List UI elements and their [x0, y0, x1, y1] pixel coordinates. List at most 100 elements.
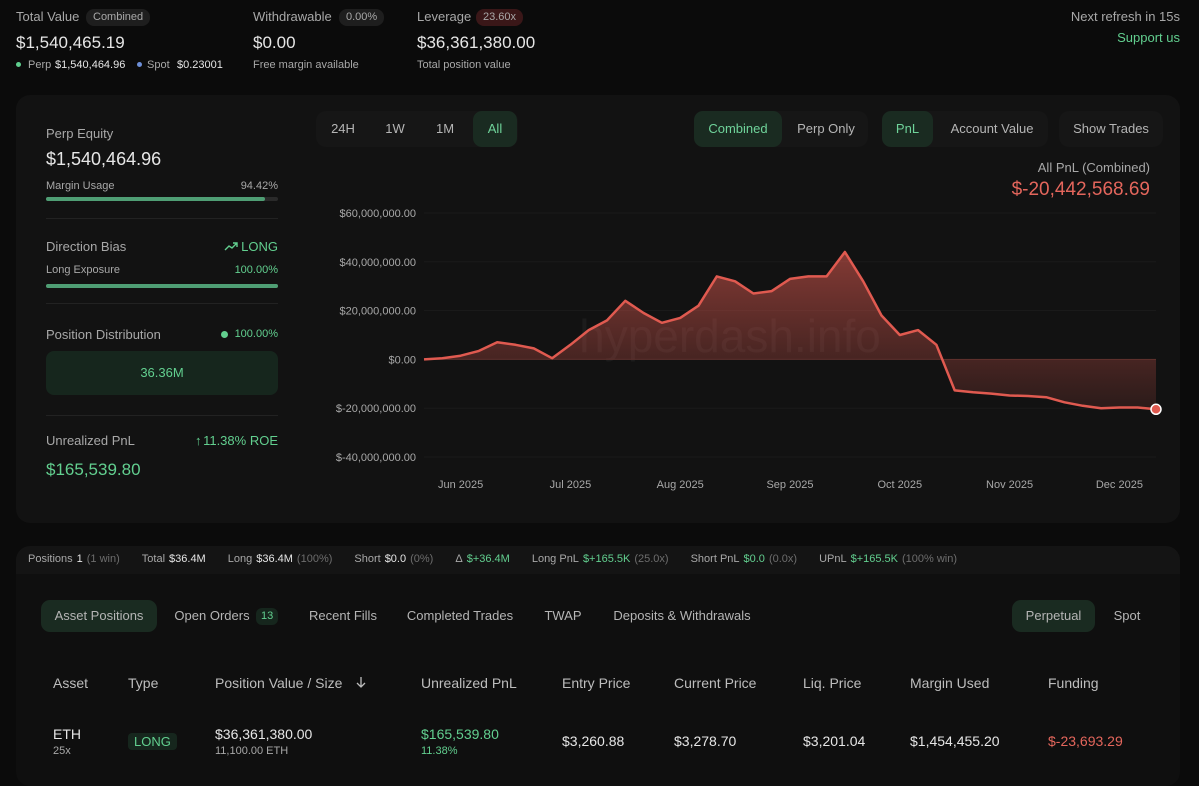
tab[interactable]: Asset Positions: [41, 600, 157, 632]
chart: hyperdash.info$-40,000,000.00$-20,000,00…: [336, 208, 1162, 491]
dot: [221, 331, 228, 338]
stat-note: (1 win): [86, 553, 120, 565]
stats-strip: [16, 546, 1180, 574]
stat-note: (25.0x): [634, 553, 669, 565]
stat: Long $36.4M (100%): [228, 553, 337, 565]
tab[interactable]: TWAP: [544, 608, 582, 623]
percent: 100.00%: [234, 328, 278, 340]
range-button[interactable]: 24H: [331, 121, 355, 136]
cell: 11,100.00 ETH: [215, 745, 289, 757]
cell: $-23,693.29: [1048, 733, 1123, 749]
cell: ETH: [53, 726, 81, 742]
stat-value: $+36.4M: [466, 553, 510, 565]
value: $1,540,465.19: [16, 33, 125, 52]
y-tick-label: $60,000,000.00: [340, 208, 416, 220]
range-group: 24H 1W 1M All: [316, 111, 518, 147]
chart-title: All PnL (Combined): [1037, 160, 1150, 175]
market-tab[interactable]: Spot: [1113, 608, 1141, 623]
refresh: Next refresh in 15s: [1070, 9, 1180, 24]
dot: [137, 62, 142, 67]
label: Perp Equity: [46, 126, 114, 141]
column-header[interactable]: Margin Used: [910, 675, 990, 691]
stat: Short PnL $0.0 (0.0x): [691, 553, 801, 565]
range-button[interactable]: 1W: [385, 121, 405, 136]
stat: UPnL $+165.5K (100% win): [819, 553, 961, 565]
stat-label: Total: [141, 553, 166, 565]
label: Position Distribution: [46, 327, 161, 342]
dashboard: Total Value Combined $1,540,465.19 Perp …: [16, 9, 1180, 757]
value: LONG: [241, 239, 278, 254]
stat-note: (0.0x): [768, 553, 798, 565]
show-trades-button[interactable]: Show Trades: [1073, 121, 1149, 136]
value: $36,361,380.00: [417, 33, 536, 52]
column-header[interactable]: Entry Price: [562, 675, 631, 691]
chart-panel: [16, 95, 1180, 523]
metric-button[interactable]: PnL: [882, 111, 933, 147]
y-tick-label: $20,000,000.00: [340, 306, 416, 318]
column-header[interactable]: Liq. Price: [803, 675, 862, 691]
stats-bar: Positions 1 (1 win) Total $36.4M Long $36.4M…: [28, 553, 961, 565]
badge: 23.60x: [476, 9, 524, 26]
label: Withdrawable: [253, 9, 332, 24]
sort-icon: [356, 677, 366, 688]
badge: 0.00%: [339, 9, 385, 26]
end-point: [1150, 403, 1162, 416]
positions-panel: [16, 546, 1180, 786]
count-badge: 13: [256, 608, 279, 625]
range-button[interactable]: 1M: [435, 121, 455, 136]
trend-icon: [224, 242, 238, 251]
cell: $165,539.80: [421, 726, 499, 742]
value: $0.23001: [177, 59, 223, 71]
market-tab[interactable]: Perpetual: [1012, 600, 1095, 632]
mode-button[interactable]: Perp Only: [797, 121, 855, 136]
label: Perp: [28, 59, 52, 71]
mode-button[interactable]: Combined: [694, 111, 782, 147]
distribution-bar: 36.36M: [46, 351, 278, 395]
value: $165,539.80: [46, 460, 141, 479]
stat: Total $36.4M: [142, 553, 210, 565]
stat: Positions 1 (1 win): [28, 553, 124, 565]
divider: [46, 303, 278, 304]
stat-label: UPnL: [819, 553, 847, 565]
label: Leverage: [417, 9, 472, 24]
x-tick-label: Aug 2025: [657, 479, 704, 491]
bar-track: [46, 284, 278, 288]
column-header[interactable]: Asset: [53, 675, 89, 691]
stat-value: $+165.5K: [850, 553, 898, 565]
x-tick-label: Jul 2025: [550, 479, 592, 491]
tab[interactable]: Deposits & Withdrawals: [613, 608, 751, 623]
y-tick-label: $-20,000,000.00: [336, 403, 416, 415]
label: Long Exposure: [46, 264, 120, 276]
metric-button[interactable]: Account Value: [950, 121, 1034, 136]
tab[interactable]: Recent Fills: [309, 608, 377, 623]
tab[interactable]: Open Orders: [174, 608, 250, 623]
page: Portfolio dashboard {"header":{"total_va…: [16, 9, 1180, 757]
cell: $3,201.04: [803, 733, 866, 749]
stat-label: Positions: [28, 553, 73, 565]
line: [423, 250, 1157, 411]
area: [424, 252, 1156, 410]
cell: $3,260.88: [562, 733, 625, 749]
support-link[interactable]: Support us: [1117, 30, 1180, 45]
divider: [46, 415, 278, 416]
stat-value: 1: [76, 553, 83, 565]
value: $0.00: [253, 33, 296, 52]
column-header[interactable]: Current Price: [674, 675, 757, 691]
divider: [46, 218, 278, 219]
range-button[interactable]: All: [473, 111, 517, 147]
x-tick-label: Jun 2025: [438, 479, 483, 491]
column-header[interactable]: Funding: [1048, 675, 1099, 691]
label: Total Value: [16, 9, 80, 24]
y-tick-label: $40,000,000.00: [340, 257, 416, 269]
column-header[interactable]: Position Value / Size: [215, 675, 343, 691]
bar-track: [46, 197, 278, 201]
stat-note: (100%): [296, 553, 333, 565]
stat-value: $0.0: [384, 553, 407, 565]
column-header[interactable]: Type: [128, 675, 159, 691]
cell: 25x: [53, 745, 71, 757]
tab[interactable]: Completed Trades: [406, 608, 514, 623]
column-header[interactable]: Unrealized PnL: [421, 675, 517, 691]
cell: $1,454,455.20: [910, 733, 1000, 749]
stat-value: $36.4M: [256, 553, 293, 565]
y-tick-label: $0.00: [388, 354, 416, 366]
